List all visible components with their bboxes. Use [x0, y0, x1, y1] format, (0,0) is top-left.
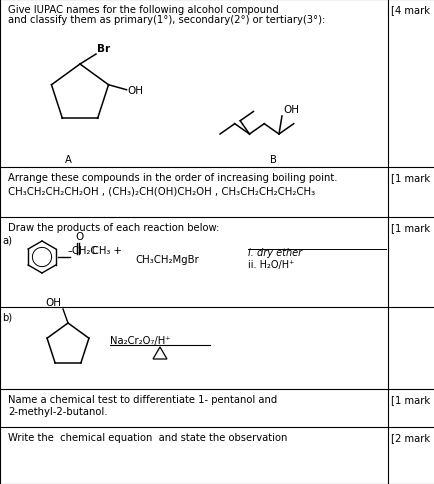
Text: [1 mark: [1 mark [390, 394, 429, 404]
Text: Br: Br [97, 44, 110, 54]
Text: CH₃CH₂CH₂CH₂OH , (CH₃)₂CH(OH)CH₂OH , CH₃CH₂CH₂CH₂CH₃: CH₃CH₂CH₂CH₂OH , (CH₃)₂CH(OH)CH₂OH , CH₃… [8, 187, 314, 197]
Text: OH: OH [45, 297, 61, 307]
Text: Draw the products of each reaction below:: Draw the products of each reaction below… [8, 223, 219, 232]
Text: O: O [75, 231, 83, 242]
Text: OH: OH [127, 86, 143, 95]
Text: [1 mark: [1 mark [390, 173, 429, 182]
Text: CH₃CH₂MgBr: CH₃CH₂MgBr [135, 255, 198, 264]
Text: [4 mark: [4 mark [390, 5, 429, 15]
Text: and classify them as primary(1°), secondary(2°) or tertiary(3°):: and classify them as primary(1°), second… [8, 15, 325, 25]
Text: i. dry ether: i. dry ether [247, 247, 302, 257]
Text: Write the  chemical equation  and state the observation: Write the chemical equation and state th… [8, 432, 287, 442]
Text: –CH₂C: –CH₂C [68, 245, 98, 256]
Text: CH₃ +: CH₃ + [92, 245, 122, 256]
Text: ii. H₂O/H⁺: ii. H₂O/H⁺ [247, 259, 294, 270]
Text: A: A [65, 155, 72, 165]
Text: Name a chemical test to differentiate 1- pentanol and: Name a chemical test to differentiate 1-… [8, 394, 276, 404]
Text: a): a) [2, 236, 12, 245]
Text: Give IUPAC names for the following alcohol compound: Give IUPAC names for the following alcoh… [8, 5, 278, 15]
Text: B: B [270, 155, 276, 165]
Text: Na₂Cr₂O₇/H⁺: Na₂Cr₂O₇/H⁺ [110, 335, 170, 345]
Text: [2 mark: [2 mark [390, 432, 429, 442]
Text: Arrange these compounds in the order of increasing boiling point.: Arrange these compounds in the order of … [8, 173, 337, 182]
Text: [1 mark: [1 mark [390, 223, 429, 232]
Text: b): b) [2, 312, 12, 322]
Text: 2-methyl-2-butanol.: 2-methyl-2-butanol. [8, 406, 107, 416]
Text: OH: OH [283, 105, 298, 115]
